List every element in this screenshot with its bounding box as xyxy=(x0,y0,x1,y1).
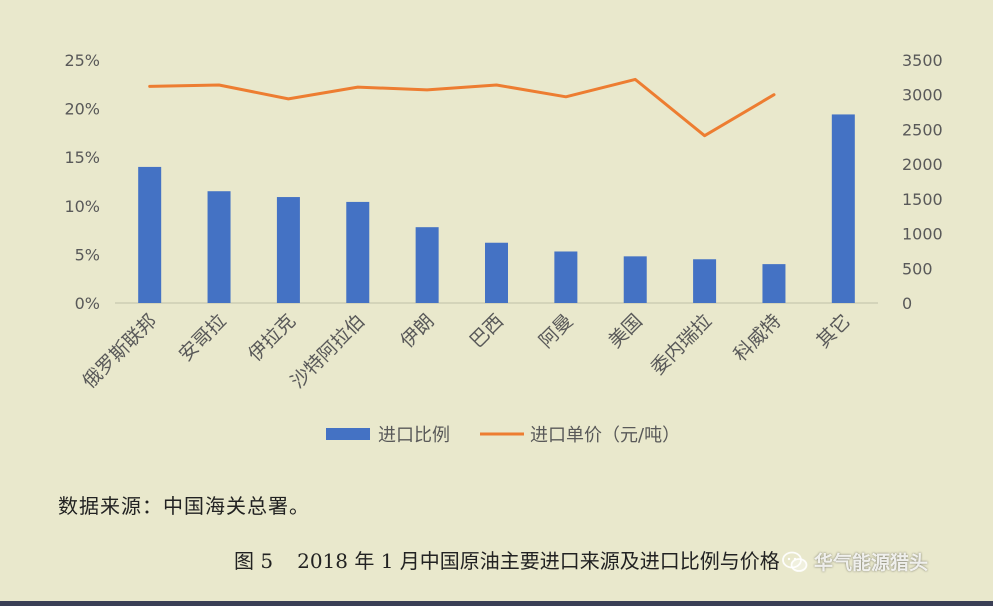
price-line xyxy=(148,77,776,138)
x-tick-label: 伊朗 xyxy=(396,310,438,352)
x-tick-label: 沙特阿拉伯 xyxy=(287,310,370,393)
x-tick-label: 俄罗斯联邦 xyxy=(78,310,161,393)
figure-caption: 图 5 2018 年 1 月中国原油主要进口来源及进口比例与价格 xyxy=(234,545,780,574)
x-tick-label: 伊拉克 xyxy=(244,310,300,366)
left-tick-label: 20% xyxy=(64,100,100,119)
x-tick-label: 科威特 xyxy=(730,310,786,366)
right-tick-label: 2000 xyxy=(902,155,943,174)
left-tick-label: 0% xyxy=(75,294,100,313)
x-tick-label: 安哥拉 xyxy=(175,310,231,366)
right-tick-label: 2500 xyxy=(902,120,943,139)
bar xyxy=(276,197,300,303)
left-tick-label: 5% xyxy=(75,245,100,264)
bar xyxy=(138,166,162,303)
bar xyxy=(831,114,855,303)
bar xyxy=(693,259,717,303)
right-tick-label: 0 xyxy=(902,294,912,313)
watermark: 华气能源猎头 xyxy=(782,548,928,575)
wechat-icon xyxy=(782,551,808,572)
legend-bar-label: 进口比例 xyxy=(378,425,450,446)
bar xyxy=(346,201,370,303)
bar xyxy=(554,251,578,303)
left-tick-label: 25% xyxy=(64,51,100,70)
x-tick-label: 委内瑞拉 xyxy=(647,310,716,379)
bar-series xyxy=(138,114,855,303)
watermark-text: 华气能源猎头 xyxy=(814,552,929,574)
legend: 进口比例 进口单价（元/吨） xyxy=(326,425,680,446)
bar xyxy=(762,264,786,303)
legend-bar-swatch xyxy=(326,428,370,440)
source-note: 数据来源：中国海关总署。 xyxy=(58,494,310,518)
x-tick-label: 阿曼 xyxy=(535,310,577,352)
right-tick-label: 1000 xyxy=(902,225,943,244)
left-tick-label: 10% xyxy=(64,197,100,216)
legend-line-label: 进口单价（元/吨） xyxy=(530,425,680,446)
right-tick-label: 3500 xyxy=(902,51,943,70)
right-tick-label: 3000 xyxy=(902,86,943,105)
right-tick-label: 500 xyxy=(902,259,933,278)
figure-title: 2018 年 1 月中国原油主要进口来源及进口比例与价格 xyxy=(297,549,780,573)
x-tick-label: 美国 xyxy=(604,310,646,352)
x-tick-label: 巴西 xyxy=(466,310,508,352)
left-axis-ticks: 0% 5% 10% 15% 20% 25% xyxy=(64,51,100,313)
bottom-divider xyxy=(0,601,993,606)
x-tick-label: 其它 xyxy=(812,310,854,352)
bar xyxy=(207,191,231,303)
bar xyxy=(485,242,508,303)
right-tick-label: 1500 xyxy=(902,190,943,209)
right-axis-ticks: 0 500 1000 1500 2000 2500 3000 3500 xyxy=(902,51,943,313)
chart: 0% 5% 10% 15% 20% 25% 0 500 1000 1500 2000 2500 300… xyxy=(64,51,943,446)
bar xyxy=(415,227,439,303)
bar xyxy=(623,256,647,303)
line-series xyxy=(148,77,776,138)
figure-number: 图 5 xyxy=(234,549,274,573)
left-tick-label: 15% xyxy=(64,148,100,167)
